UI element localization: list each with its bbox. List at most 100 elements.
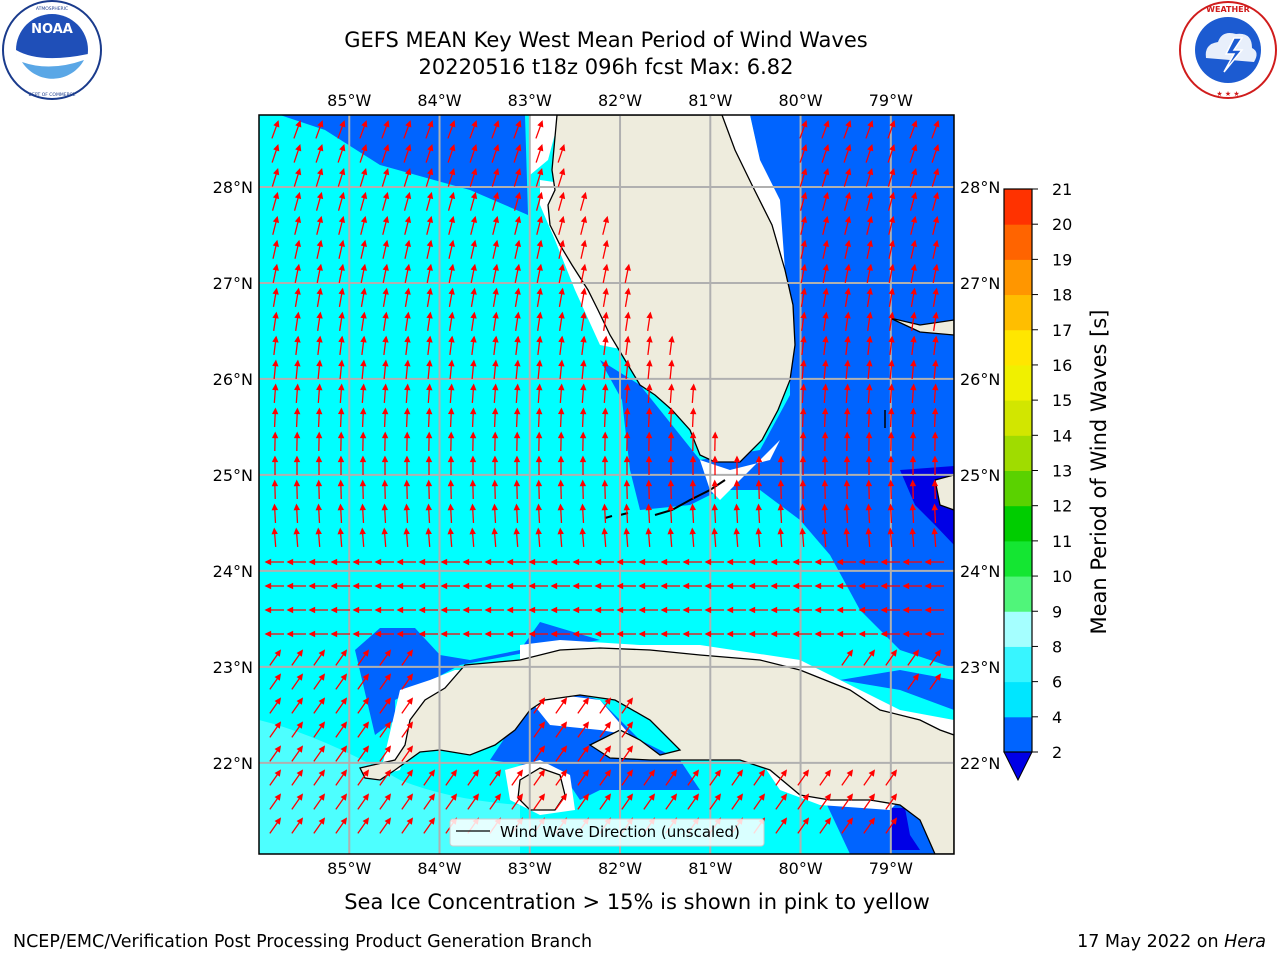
wind-arrow-head — [888, 359, 895, 367]
wind-arrow-head — [447, 479, 455, 487]
wind-arrow-head — [450, 769, 458, 777]
wind-arrow-head — [406, 745, 414, 753]
wind-arrow-head — [887, 503, 895, 511]
wind-arrow-head — [404, 359, 411, 367]
colorbar-segment — [1004, 189, 1032, 225]
colorbar-tick-label: 8 — [1052, 637, 1062, 656]
wind-arrow-head — [492, 215, 500, 224]
wind-arrow-head — [406, 673, 414, 681]
wind-arrow-head — [557, 431, 565, 439]
wind-arrow-head — [425, 455, 433, 463]
wind-arrow-head — [602, 215, 610, 224]
wind-arrow-head — [340, 697, 348, 705]
wind-arrow-head — [538, 745, 546, 753]
wind-arrow-head — [580, 191, 588, 200]
wind-arrow-head — [648, 793, 656, 801]
wind-arrow-head — [264, 606, 272, 614]
wind-arrow-head — [726, 630, 734, 638]
wind-arrow-head — [484, 630, 492, 638]
colorbar-label: Mean Period of Wind Waves [s] — [1087, 310, 1111, 635]
wind-arrow-head — [536, 335, 543, 343]
wind-arrow-head — [667, 503, 675, 511]
colorbar-segment — [1004, 576, 1032, 612]
wind-arrow-head — [866, 263, 873, 271]
wind-arrow-head — [550, 558, 558, 566]
wind-arrow-head — [362, 817, 370, 825]
wind-arrow-head — [272, 263, 279, 271]
wind-arrow-head — [800, 359, 807, 367]
colorbar-segment — [1004, 505, 1032, 542]
footer-credit: NCEP/EMC/Verification Post Processing Pr… — [13, 932, 593, 952]
wind-arrow-head — [272, 311, 279, 319]
wind-arrow-head — [448, 335, 455, 343]
wind-arrow-head — [513, 455, 521, 463]
wind-arrow-head — [560, 745, 568, 753]
wind-arrow-head — [733, 479, 741, 487]
wind-arrow-head — [748, 606, 756, 614]
wind-arrow-head — [780, 793, 788, 801]
wind-arrow-head — [558, 191, 566, 200]
wind-arrow-head — [338, 335, 345, 343]
latitude-labels-left: 28°N 27°N 26°N 25°N 24°N 23°N 22°N — [213, 178, 253, 773]
wind-arrow-head — [296, 673, 304, 681]
wind-arrow-head — [660, 606, 668, 614]
wind-arrow-head — [425, 479, 433, 487]
wind-arrow-head — [755, 503, 763, 511]
wind-arrow-head — [338, 359, 345, 367]
wind-arrow-head — [514, 311, 521, 319]
wind-arrow-head — [535, 407, 543, 415]
wind-arrow-head — [318, 769, 326, 777]
wind-arrow-head — [471, 167, 478, 176]
wind-arrow-head — [272, 335, 279, 343]
wind-arrow-head — [726, 582, 734, 590]
wind-arrow-head — [638, 606, 646, 614]
wind-arrow-head — [515, 120, 522, 128]
wind-arrow-head — [340, 721, 348, 729]
wind-arrow-head — [932, 359, 939, 367]
wind-arrow-head — [638, 630, 646, 638]
wind-arrow-head — [514, 191, 522, 200]
colorbar-segment — [1004, 259, 1032, 296]
wind-arrow-head — [846, 793, 854, 801]
wind-arrow-head — [733, 527, 740, 535]
lon-tick-label: 82°W — [598, 91, 642, 110]
wind-arrow-head — [538, 793, 546, 801]
wind-arrow-head — [418, 558, 426, 566]
wind-arrow-head — [273, 120, 280, 128]
wind-arrow-head — [934, 649, 942, 657]
wind-arrow-head — [865, 431, 873, 439]
wind-arrow-head — [360, 191, 368, 200]
wind-arrow-head — [582, 721, 590, 729]
wind-arrow-head — [624, 383, 631, 391]
wind-arrow-head — [382, 191, 390, 200]
wind-arrow-head — [690, 383, 697, 391]
lat-tick-label: 26°N — [213, 370, 253, 389]
wind-arrow-head — [594, 582, 602, 590]
wind-arrow-head — [932, 335, 939, 343]
wind-arrow-head — [755, 527, 762, 535]
wind-arrow-head — [792, 558, 800, 566]
wind-arrow-head — [560, 697, 568, 705]
wind-arrow-head — [513, 527, 520, 535]
wind-arrow-head — [440, 582, 448, 590]
lon-tick-label: 81°W — [688, 859, 732, 878]
wind-arrow-head — [362, 793, 370, 801]
wind-arrow-head — [911, 167, 918, 176]
wind-arrow-head — [274, 817, 282, 825]
wind-arrow-head — [626, 697, 634, 705]
colorbar-segment — [1004, 364, 1032, 401]
wind-arrow-head — [910, 287, 917, 295]
wind-arrow-head — [748, 582, 756, 590]
wind-arrow-head — [447, 503, 455, 511]
wind-arrow-head — [296, 793, 304, 801]
wind-arrow-head — [645, 455, 653, 463]
wind-arrow-head — [469, 407, 477, 415]
wind-arrow-head — [758, 769, 766, 777]
wind-arrow-head — [295, 144, 302, 152]
wind-arrow-head — [492, 335, 499, 343]
wind-arrow-head — [492, 359, 499, 367]
wind-arrow-head — [911, 144, 918, 152]
colorbar-segment — [1004, 611, 1032, 647]
wind-arrow-head — [689, 527, 696, 535]
